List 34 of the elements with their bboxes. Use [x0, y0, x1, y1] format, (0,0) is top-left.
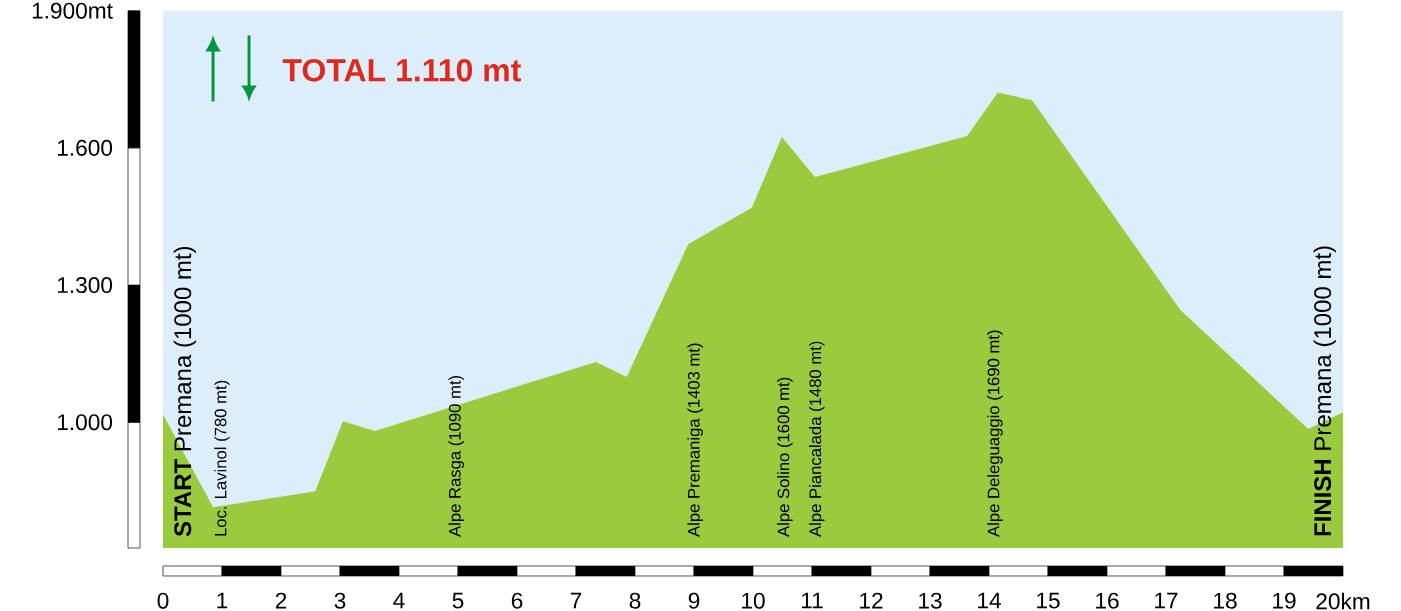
annotation: Alpe Piancalada (1480 mt) — [808, 341, 825, 537]
y-tick-label: 1.000 — [57, 414, 113, 431]
x-tick-label: 16 — [1096, 592, 1119, 609]
x-tick-label: 0 — [157, 592, 169, 609]
x-tick-label: 11 — [801, 592, 823, 609]
annotation: Alpe Deleguaggio (1690 mt) — [987, 330, 1003, 537]
x-tick-label: 5 — [452, 592, 464, 609]
x-tick-label: 14 — [978, 592, 1001, 609]
x-tick-label: 13 — [919, 592, 942, 609]
annotation: Alpe Rasga (1090 mt) — [448, 375, 464, 537]
y-tick-label: 1.600 — [57, 139, 113, 156]
x-tick-label: 12 — [860, 592, 883, 609]
annotation: Alpe Solino (1600 mt) — [777, 377, 793, 537]
x-tick-label: 1 — [217, 592, 228, 609]
x-tick-label: 20km — [1316, 592, 1370, 610]
annotation: Alpe Premaniga (1403 mt) — [687, 343, 703, 537]
annotation: FINISH Premana (1000 mt) — [1313, 246, 1336, 536]
x-tick-label: 18 — [1214, 592, 1237, 609]
x-tick-label: 7 — [570, 592, 582, 609]
x-tick-label: 2 — [275, 592, 287, 609]
x-tick-label: 10 — [742, 592, 765, 609]
x-tick-label: 6 — [511, 592, 523, 609]
x-tick-label: 8 — [629, 592, 641, 609]
x-tick-label: 19 — [1273, 592, 1296, 609]
x-tick-label: 15 — [1037, 592, 1060, 609]
x-tick-label: 3 — [334, 592, 346, 609]
annotation: START Premana (1000 mt) — [173, 246, 197, 537]
x-tick-label: 9 — [688, 592, 700, 609]
x-tick-label: 17 — [1155, 592, 1178, 609]
annotation: Loc. Lavinol (780 mt) — [214, 380, 230, 536]
x-tick-label: 4 — [393, 592, 405, 609]
text: TOTAL 1.110 mt — [282, 58, 521, 82]
y-tick-label: 1.900mt — [32, 2, 113, 19]
y-tick-label: 1.300 — [57, 277, 113, 294]
